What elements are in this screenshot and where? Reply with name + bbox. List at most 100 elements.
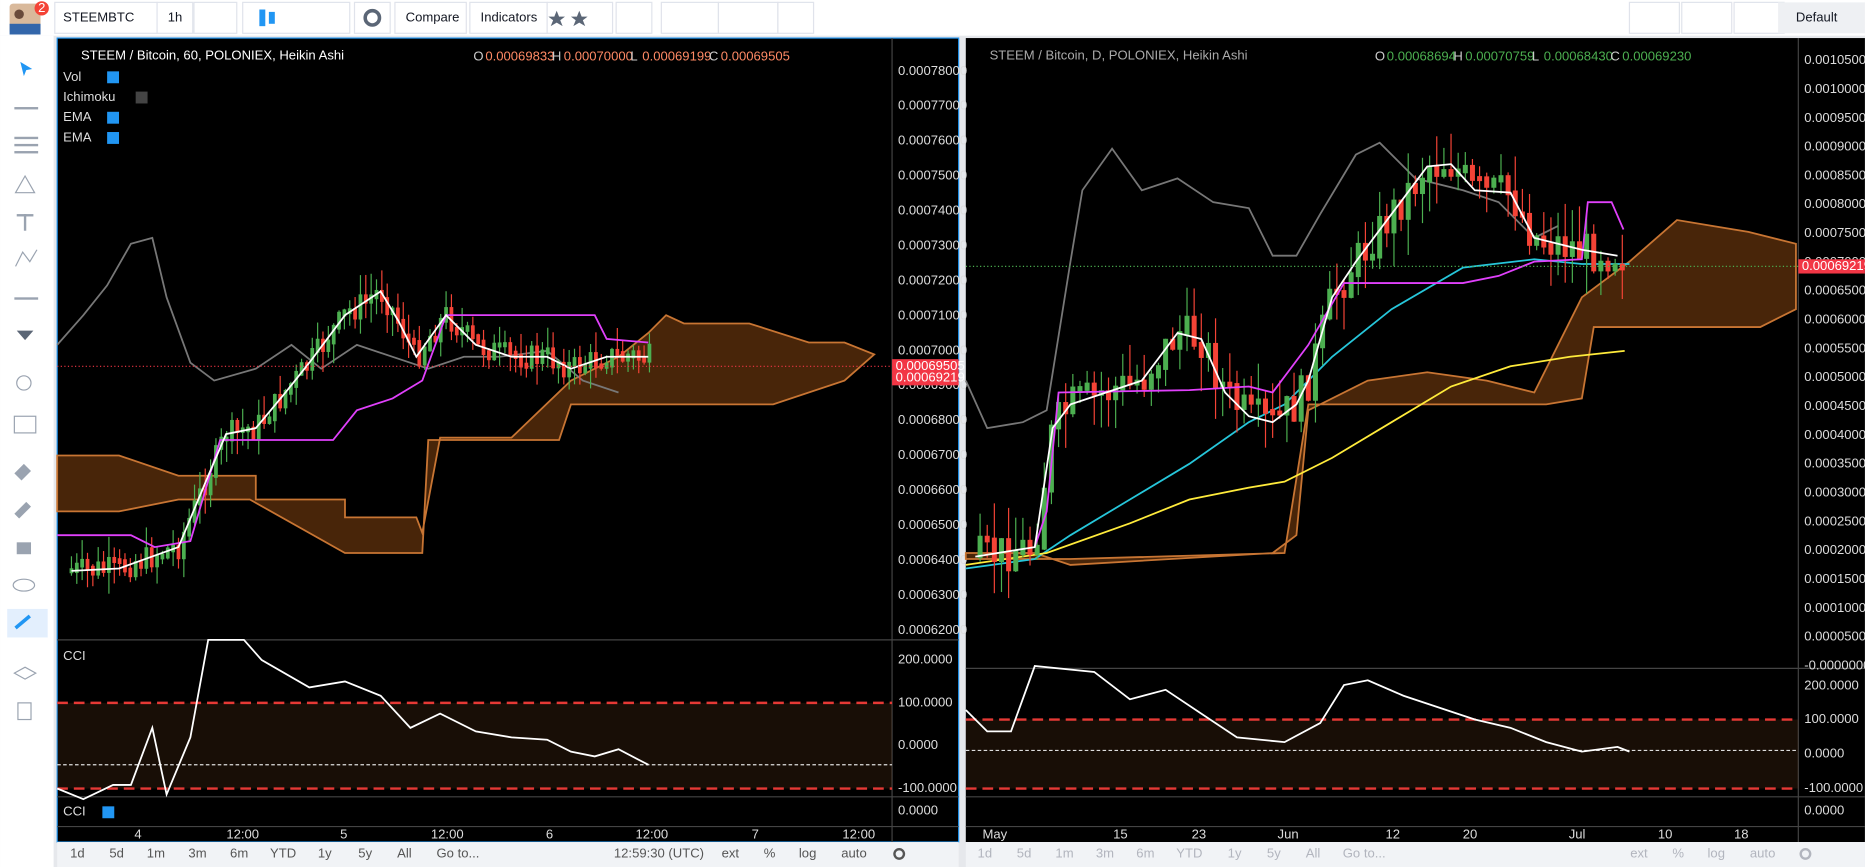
link-tool-bg[interactable] <box>7 608 48 638</box>
chart-tool[interactable] <box>13 415 37 434</box>
range-button[interactable]: 1d <box>978 845 993 860</box>
range-button[interactable]: All <box>397 845 412 860</box>
load-button[interactable] <box>1681 1 1733 34</box>
candle-up <box>1070 386 1076 415</box>
save-button[interactable] <box>1733 1 1785 34</box>
eye-tool[interactable] <box>12 578 36 592</box>
scale-option[interactable]: auto <box>1750 845 1775 860</box>
alert-button[interactable] <box>615 1 653 34</box>
fib-tool[interactable] <box>14 136 39 140</box>
range-button[interactable]: 5y <box>358 845 372 860</box>
zoom-tool[interactable] <box>16 375 32 391</box>
candle-icon <box>259 9 266 27</box>
indicators-label: Indicators <box>481 9 538 24</box>
interval-menu[interactable] <box>193 1 238 34</box>
range-button[interactable]: 1d <box>70 845 85 860</box>
pencil-tool[interactable] <box>14 501 32 519</box>
magnet-tool[interactable] <box>14 463 32 481</box>
candle-up <box>1534 235 1540 246</box>
range-button[interactable]: 3m <box>1096 845 1114 860</box>
candle-up <box>1177 331 1183 350</box>
scale-option[interactable]: % <box>764 845 776 860</box>
scale-option[interactable]: ext <box>1630 845 1648 860</box>
scale-option[interactable]: log <box>799 845 816 860</box>
time-label: 10 <box>1658 826 1673 841</box>
scale-option[interactable]: ext <box>722 845 740 860</box>
price-label: 0.00065000 <box>898 517 967 532</box>
range-button[interactable]: 5d <box>1017 845 1032 860</box>
settings-button[interactable] <box>353 1 391 34</box>
lock-tool[interactable] <box>16 542 32 555</box>
candle-down <box>1213 342 1219 388</box>
range-button[interactable]: 6m <box>230 845 248 860</box>
trash-tool[interactable] <box>17 702 32 721</box>
fullscreen-button[interactable] <box>777 1 815 34</box>
candle-up <box>977 535 983 559</box>
scale-option[interactable]: auto <box>841 845 866 860</box>
price-label: 0.00068000 <box>898 412 967 427</box>
price-label: 0.00067000 <box>898 447 967 462</box>
study-label[interactable]: EMA <box>63 129 92 144</box>
candle-up <box>224 436 229 442</box>
price-label: 0.00105000 <box>1804 52 1865 67</box>
layers-tool[interactable] <box>13 666 37 680</box>
candle-down <box>363 294 368 304</box>
range-button[interactable]: All <box>1306 845 1321 860</box>
xabcd-tool[interactable] <box>15 249 38 267</box>
undo-redo[interactable] <box>717 1 779 34</box>
study-label[interactable]: Vol <box>63 69 81 84</box>
chart-title: STEEM / Bitcoin, D, POLONIEX, Heikin Ash… <box>990 47 1248 62</box>
range-button[interactable]: 1m <box>1055 845 1073 860</box>
ideas-button[interactable] <box>660 1 720 34</box>
chart-right <box>965 38 1865 843</box>
candle-up <box>1220 381 1226 388</box>
candle-down <box>519 354 523 368</box>
range-button[interactable]: 1y <box>318 845 332 860</box>
candle-down <box>433 335 438 343</box>
range-button[interactable]: YTD <box>270 845 296 860</box>
candle-down <box>1127 375 1133 386</box>
cursor-tool[interactable] <box>20 61 33 77</box>
axis-settings[interactable] <box>1799 847 1812 860</box>
candle-up <box>1405 182 1411 220</box>
candle-up <box>545 347 550 355</box>
candle-down <box>353 308 357 320</box>
price-label: 0.00070000 <box>898 342 967 357</box>
ohlc-key: H <box>552 49 561 64</box>
layout-default[interactable] <box>1778 2 1865 34</box>
axis-settings[interactable] <box>893 847 906 860</box>
compare-button[interactable] <box>394 1 467 34</box>
interval-button[interactable] <box>156 1 194 34</box>
candle-down <box>1384 215 1390 234</box>
range-button[interactable]: 3m <box>188 845 206 860</box>
scale-option[interactable]: log <box>1708 845 1725 860</box>
range-button[interactable]: 1y <box>1228 845 1242 860</box>
line-tool[interactable] <box>14 107 39 110</box>
candle-up <box>192 500 197 523</box>
ohlc-value: 0.00069230 <box>1622 49 1691 64</box>
scale-option[interactable]: % <box>1672 845 1684 860</box>
pattern-tool[interactable] <box>14 174 36 194</box>
study-label[interactable]: EMA <box>63 109 92 124</box>
chart-style-button[interactable] <box>242 1 351 34</box>
range-button[interactable]: 5d <box>109 845 124 860</box>
price-label: 0.00090000 <box>1804 139 1865 154</box>
time-label: Jun <box>1278 826 1299 841</box>
candle-up <box>1113 385 1119 401</box>
measure-tool[interactable] <box>14 297 39 300</box>
candle-up <box>369 294 374 304</box>
study-label[interactable]: Ichimoku <box>63 89 115 104</box>
indicators-button[interactable] <box>469 1 548 34</box>
goto-button[interactable]: Go to... <box>1343 845 1386 860</box>
candle-down <box>1091 382 1097 396</box>
range-button[interactable]: 1m <box>147 845 165 860</box>
goto-button[interactable]: Go to... <box>437 845 480 860</box>
conversion-line <box>71 290 649 572</box>
candle-up <box>299 362 304 376</box>
range-button[interactable]: 6m <box>1136 845 1154 860</box>
range-button[interactable]: YTD <box>1176 845 1202 860</box>
range-button[interactable]: 5y <box>1267 845 1281 860</box>
arrow-tool[interactable] <box>16 330 34 341</box>
candle-down <box>1541 235 1547 248</box>
layout-button[interactable] <box>1628 1 1680 34</box>
